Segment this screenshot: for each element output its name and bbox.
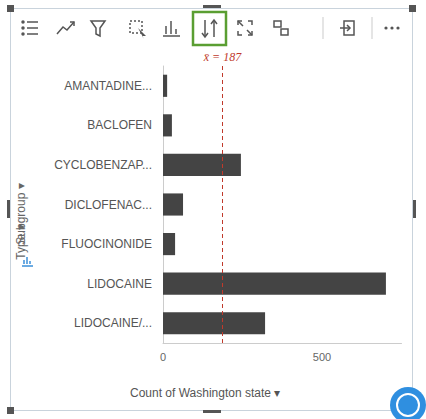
svg-text:AMANTADINE...: AMANTADINE... bbox=[64, 79, 152, 93]
svg-text:Count of Washington state ▾: Count of Washington state ▾ bbox=[130, 386, 280, 400]
svg-text:Subgroup ▾: Subgroup ▾ bbox=[14, 183, 28, 245]
svg-text:LIDOCAINE: LIDOCAINE bbox=[87, 277, 152, 291]
svg-text:DICLOFENAC...: DICLOFENAC... bbox=[65, 198, 152, 212]
svg-text:x̄ = 187: x̄ = 187 bbox=[203, 50, 242, 64]
svg-text:LIDOCAINE/...: LIDOCAINE/... bbox=[74, 316, 152, 330]
svg-text:500: 500 bbox=[313, 351, 331, 363]
svg-text:CYCLOBENZAP...: CYCLOBENZAP... bbox=[54, 158, 152, 172]
svg-text:BACLOFEN: BACLOFEN bbox=[87, 118, 152, 132]
svg-text:0: 0 bbox=[160, 351, 166, 363]
svg-text:Type ▾: Type ▾ bbox=[14, 224, 28, 259]
svg-text:FLUOCINONIDE: FLUOCINONIDE bbox=[61, 237, 152, 251]
